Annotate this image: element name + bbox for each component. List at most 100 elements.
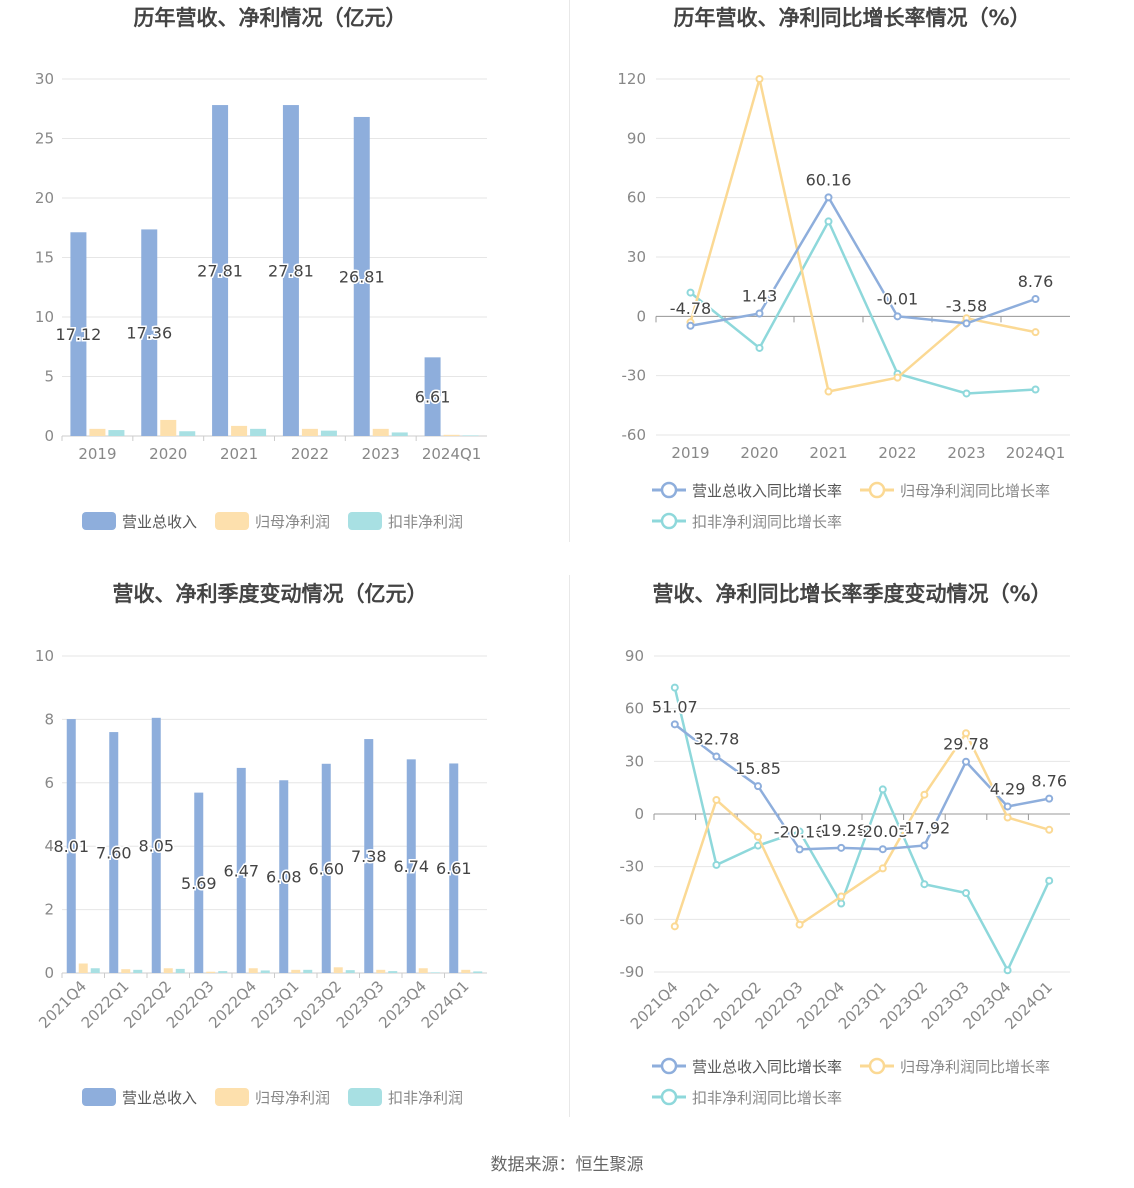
legend-swatch [215,1088,249,1106]
x-tick-label: 2020 [149,445,187,463]
line-value-label: -4.78 [670,299,711,318]
y-tick-label: 2 [44,901,54,919]
y-tick-label: 120 [617,70,646,88]
x-tick-label: 2023 [947,444,985,462]
bar-revenue [194,792,204,973]
data-point [878,864,887,873]
data-point [754,832,762,841]
bar-revenue [364,739,374,973]
x-tick-label: 2022 [291,445,329,463]
bar-value-label: 6.74 [393,857,429,876]
data-point [824,387,833,396]
y-tick-label: 90 [627,129,646,147]
y-tick-label: 10 [35,308,54,326]
legend-swatch-marker [868,481,886,499]
data-point [962,729,970,738]
chart-annual-revenue-profit-svg: 历年营收、净利情况（亿元） 0 5 10 15 20 25 30 2019 17.12 2020 17… [35,6,487,531]
y-tick-label: 0 [636,307,646,325]
chart-quarterly-revenue-profit-svg: 营收、净利季度变动情况（亿元）02468102021Q48.012022Q17.… [35,582,487,1107]
data-point [795,920,804,929]
line-value-label: -3.58 [946,296,987,315]
y-tick-label: -30 [622,367,647,385]
bar-deducted-net-profit [462,435,479,436]
chart-title: 历年营收、净利情况（亿元） [134,6,407,30]
bar-revenue [282,105,299,436]
chart-annual-revenue-profit: 历年营收、净利情况（亿元） 0 5 10 15 20 25 30 2019 17.12 2020 17… [0,0,569,560]
legend-swatch [348,1088,382,1106]
bar-revenue [406,759,416,973]
data-point [795,827,804,836]
data-point [1003,813,1012,822]
data-point [755,309,764,318]
data-source: 数据来源：恒生聚源 [490,1155,644,1175]
bar-parent-net-profit [301,428,318,436]
data-point [1031,385,1040,394]
chart-title: 营收、净利同比增长率季度变动情况（%） [652,582,1051,606]
bar-value-label: 8.05 [138,836,174,855]
bar-parent-net-profit [160,419,177,436]
line-value-label: 32.78 [693,729,739,748]
legend-swatch [82,512,116,530]
bar-revenue [424,357,441,436]
line-value-label: 1.43 [742,287,778,306]
x-tick-label: 2021 [220,445,258,463]
data-point [837,843,846,852]
legend-label: 营业总收入 [122,513,197,531]
line-value-label: -0.01 [877,289,918,308]
data-point [670,922,679,931]
legend-swatch [82,1088,116,1106]
bar-revenue [66,719,76,973]
data-point [686,321,695,330]
x-tick-label: 2019 [671,444,709,462]
y-tick-label: -30 [620,858,645,876]
y-tick-label: 60 [625,700,644,718]
bar-parent-net-profit [248,968,258,973]
y-tick-label: 0 [634,805,644,823]
bar-deducted-net-profit [473,971,483,973]
line-value-label: 8.76 [1031,772,1067,791]
bar-parent-net-profit [206,971,216,973]
y-tick-label: 6 [44,774,54,792]
bar-deducted-net-profit [108,430,125,436]
data-point [962,757,970,766]
legend-label: 营业总收入同比增长率 [692,482,842,500]
bar-value-label: 6.47 [223,861,259,880]
bar-value-label: 8.01 [53,837,89,856]
x-tick-label: 2021 [809,444,847,462]
legend-label: 扣非净利润 [388,513,463,531]
data-point [962,889,970,897]
line-value-label: 15.85 [735,759,781,778]
bar-deducted-net-profit [303,969,313,973]
series-line-revenue-growth [674,723,1050,851]
legend-swatch-marker [660,1088,678,1106]
bar-parent-net-profit [231,425,248,436]
bar-value-label: 6.61 [415,388,451,407]
bar-deducted-net-profit [175,968,185,973]
data-point [824,217,833,226]
y-tick-label: 8 [44,710,54,728]
line-value-label: -20.16 [774,822,826,841]
x-tick-label: 2019 [78,445,116,463]
line-value-label: 4.29 [990,779,1026,798]
data-point [1045,825,1054,834]
x-tick-label: 2024Q1 [418,977,473,1032]
chart-title: 营收、净利季度变动情况（亿元） [113,582,428,606]
series-line-deducted-net-growth [673,687,1051,974]
bar-revenue [236,767,246,973]
legend-swatch-marker [660,481,678,499]
bar-value-label: 5.69 [181,874,217,893]
y-tick-label: 10 [35,647,54,665]
y-tick-label: 5 [44,368,54,386]
x-tick-label: 2024Q1 [422,445,482,463]
bar-value-label: 6.08 [266,868,302,887]
bar-revenue [449,763,459,973]
y-tick-label: -60 [620,910,645,928]
bar-parent-net-profit [333,967,343,973]
bar-parent-net-profit [78,963,88,973]
bar-deducted-net-profit [90,968,100,973]
legend-label: 归母净利润 [255,513,330,531]
legend-label: 归母净利润同比增长率 [900,1058,1050,1076]
data-point [1045,794,1054,803]
line-value-label: -19.28 [815,821,867,840]
chart-annual-growth-rate: 历年营收、净利同比增长率情况（%） -60 -30 0 30 60 90 120 2019 202… [570,0,1134,560]
